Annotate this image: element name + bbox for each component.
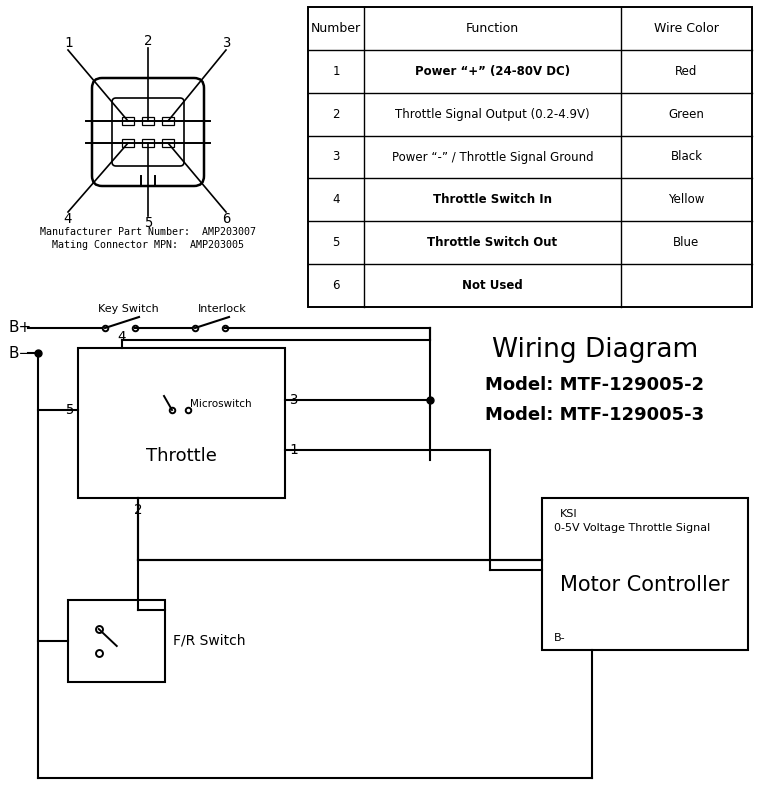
Text: Number: Number <box>311 22 361 35</box>
Text: 4: 4 <box>64 212 72 226</box>
Text: Mating Connector MPN:  AMP203005: Mating Connector MPN: AMP203005 <box>52 240 244 250</box>
Text: Manufacturer Part Number:  AMP203007: Manufacturer Part Number: AMP203007 <box>40 227 256 237</box>
Text: 2: 2 <box>332 108 340 121</box>
Text: 0-5V Voltage Throttle Signal: 0-5V Voltage Throttle Signal <box>554 523 711 533</box>
Bar <box>78 348 285 498</box>
Text: 3: 3 <box>289 393 297 407</box>
Text: Green: Green <box>669 108 705 121</box>
Text: 4: 4 <box>332 194 340 206</box>
Text: B-: B- <box>554 633 565 643</box>
Text: Blue: Blue <box>673 236 700 250</box>
Text: Function: Function <box>466 22 519 35</box>
Text: Throttle Switch In: Throttle Switch In <box>433 194 552 206</box>
Text: Motor Controller: Motor Controller <box>560 575 730 595</box>
Text: Black: Black <box>670 150 702 163</box>
Text: 4: 4 <box>118 330 126 344</box>
Text: KSI: KSI <box>560 509 578 519</box>
Text: 1: 1 <box>64 36 72 50</box>
Text: F/R Switch: F/R Switch <box>173 634 245 648</box>
Bar <box>162 139 174 147</box>
Text: 1: 1 <box>289 443 297 457</box>
Text: 2: 2 <box>134 503 142 517</box>
Bar <box>122 139 134 147</box>
Bar <box>122 117 134 125</box>
Text: Microswitch: Microswitch <box>190 399 252 409</box>
Text: B−: B− <box>8 346 31 361</box>
Text: Power “+” (24-80V DC): Power “+” (24-80V DC) <box>415 65 570 78</box>
Text: 6: 6 <box>222 212 230 226</box>
Bar <box>68 600 165 682</box>
Text: 6: 6 <box>332 279 340 292</box>
Text: Yellow: Yellow <box>668 194 705 206</box>
Text: Throttle Switch Out: Throttle Switch Out <box>427 236 558 250</box>
Text: Red: Red <box>676 65 698 78</box>
Bar <box>162 117 174 125</box>
Text: Wiring Diagram: Wiring Diagram <box>492 337 698 363</box>
Bar <box>142 139 154 147</box>
Text: 2: 2 <box>144 34 152 48</box>
Bar <box>142 117 154 125</box>
Text: B+: B+ <box>8 321 31 335</box>
Text: Throttle: Throttle <box>146 447 217 465</box>
Text: 5: 5 <box>144 216 152 230</box>
Text: 1: 1 <box>332 65 340 78</box>
Text: 3: 3 <box>332 150 340 163</box>
Text: Model: MTF-129005-2: Model: MTF-129005-2 <box>486 376 705 394</box>
Text: Key Switch: Key Switch <box>97 304 158 314</box>
Text: Model: MTF-129005-3: Model: MTF-129005-3 <box>486 406 705 424</box>
Bar <box>542 498 748 650</box>
Text: Interlock: Interlock <box>198 304 246 314</box>
Bar <box>308 7 752 307</box>
Text: Power “-” / Throttle Signal Ground: Power “-” / Throttle Signal Ground <box>391 150 594 163</box>
Text: 5: 5 <box>65 403 73 417</box>
Text: Not Used: Not Used <box>462 279 523 292</box>
Text: Throttle Signal Output (0.2-4.9V): Throttle Signal Output (0.2-4.9V) <box>395 108 590 121</box>
Text: 3: 3 <box>222 36 230 50</box>
Text: Wire Color: Wire Color <box>654 22 719 35</box>
Text: 5: 5 <box>332 236 340 250</box>
